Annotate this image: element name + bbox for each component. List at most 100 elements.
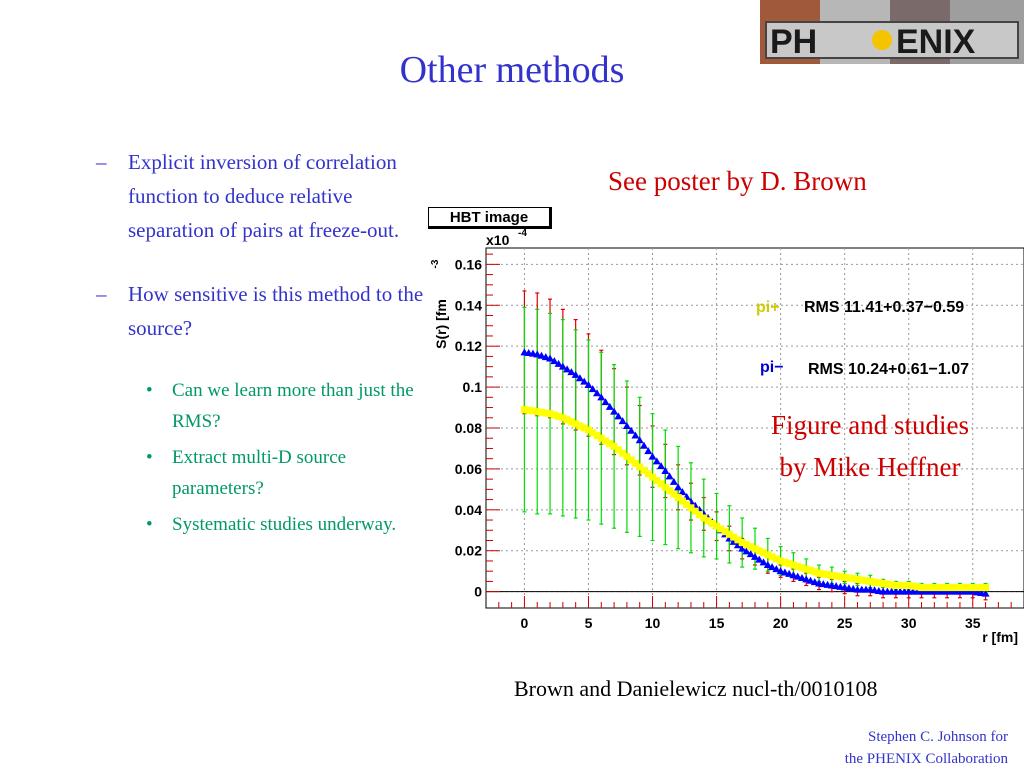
data-point-pi-plus: [580, 424, 588, 432]
data-point-pi-plus: [670, 490, 678, 498]
data-point-pi-plus: [802, 565, 810, 573]
footer-line2: the PHENIX Collaboration: [844, 751, 1008, 767]
data-point-pi-plus: [858, 576, 866, 584]
data-point-pi-plus: [811, 568, 819, 576]
data-point-pi-plus: [828, 571, 836, 579]
data-point-pi-plus: [935, 584, 943, 592]
data-point-pi-plus: [691, 507, 699, 515]
data-point-pi-plus: [922, 584, 930, 592]
data-point-pi-plus: [918, 584, 926, 592]
data-point-pi-plus: [666, 487, 674, 495]
data-point-pi-plus: [542, 409, 550, 417]
bullet-list: – Explicit inversion of correlation funct…: [96, 145, 436, 545]
hbt-image-chart: 0 5 10 15 20 25 30 35 0 0.02 0.04 0.06 0.08 0.1 0.12 0.…: [430, 228, 1024, 645]
data-point-pi-minus: [755, 555, 764, 563]
data-point-pi-minus: [584, 381, 593, 389]
x-tick-label: 30: [901, 615, 917, 631]
footer: Stephen C. Johnson for the PHENIX Collab…: [760, 726, 1008, 770]
data-point-pi-plus: [853, 575, 861, 583]
data-point-pi-minus: [546, 354, 555, 362]
slide-title: Other methods: [399, 49, 625, 91]
data-point-pi-minus: [738, 544, 747, 552]
data-point-pi-minus: [733, 541, 742, 549]
data-point-pi-plus: [866, 577, 874, 585]
y-axis-label-exponent: -3: [430, 259, 441, 268]
data-point-pi-plus: [627, 456, 635, 464]
y-tick-label: 0.02: [455, 543, 482, 559]
svg-text:PH: PH: [770, 23, 817, 61]
data-point-pi-plus: [563, 416, 571, 424]
data-point-pi-plus: [631, 459, 639, 467]
data-point-pi-plus: [943, 584, 951, 592]
data-point-pi-plus: [700, 514, 708, 522]
data-point-pi-plus: [969, 584, 977, 592]
bullet-item: – How sensitive is this method to the sou…: [96, 282, 424, 340]
data-point-pi-plus: [704, 517, 712, 525]
y-multiplier-exponent: -4: [518, 228, 527, 239]
data-point-pi-minus: [742, 547, 751, 555]
data-point-pi-plus: [905, 582, 913, 589]
data-point-pi-plus: [520, 406, 528, 414]
data-point-pi-plus: [597, 434, 605, 442]
data-point-pi-plus: [695, 511, 703, 519]
data-point-pi-minus: [797, 574, 806, 581]
data-point-pi-minus: [674, 483, 683, 491]
data-point-pi-plus: [567, 418, 575, 426]
data-point-pi-minus: [575, 374, 584, 382]
data-point-pi-minus: [772, 565, 781, 573]
logo-sun-icon: [872, 30, 892, 50]
data-point-pi-minus: [669, 477, 678, 485]
figure-credit-line2: by Mike Heffner: [779, 452, 961, 482]
data-point-pi-minus: [563, 365, 572, 373]
data-point-pi-plus: [640, 466, 648, 474]
y-tick-label: 0.16: [455, 256, 482, 272]
phenix-logo: PH ENIX: [760, 0, 1024, 64]
data-point-pi-minus: [622, 421, 631, 429]
data-point-pi-minus: [558, 362, 567, 370]
data-point-pi-plus: [584, 426, 592, 434]
series-stat-pi-minus: RMS 10.24+0.61−1.07: [808, 361, 969, 378]
data-point-pi-minus: [678, 488, 687, 496]
data-point-pi-plus: [947, 584, 955, 592]
sub-bullet-text: Can we learn more than just the RMS?: [172, 380, 414, 432]
data-point-pi-minus: [746, 550, 755, 558]
data-point-pi-plus: [973, 584, 981, 592]
data-point-pi-plus: [525, 406, 533, 414]
sub-bullet-text: Extract multi-D source parameters?: [172, 447, 347, 499]
sub-bullet-item: • Systematic studies underway.: [146, 514, 397, 535]
data-point-pi-plus: [836, 573, 844, 581]
data-point-pi-plus: [644, 470, 652, 478]
data-point-pi-plus: [764, 551, 772, 559]
series-label-pi-plus: pi+: [756, 299, 780, 316]
y-tick-label: 0.06: [455, 461, 482, 477]
data-point-pi-minus: [593, 389, 602, 397]
data-point-pi-minus: [639, 441, 648, 449]
data-point-pi-plus: [546, 410, 554, 418]
data-point-pi-minus: [768, 563, 777, 571]
data-point-pi-plus: [896, 582, 904, 589]
y-tick-label: 0.12: [455, 338, 482, 354]
bullet-item: – Explicit inversion of correlation funct…: [96, 150, 400, 242]
data-point-pi-minus: [665, 472, 674, 480]
data-point-pi-minus: [763, 561, 772, 569]
figure-credit: Figure and studies by Mike Heffner: [730, 404, 1010, 488]
data-point-pi-plus: [717, 525, 725, 533]
data-point-pi-minus: [550, 357, 559, 365]
data-point-pi-plus: [538, 408, 546, 416]
footer-line1: Stephen C. Johnson for: [868, 729, 1008, 745]
data-point-pi-plus: [900, 582, 908, 589]
data-point-pi-minus: [567, 368, 576, 376]
data-point-pi-plus: [913, 583, 921, 591]
data-point-pi-plus: [819, 570, 827, 578]
y-tick-label: 0.14: [455, 297, 482, 313]
data-point-pi-minus: [627, 426, 636, 434]
reference-citation: Brown and Danielewicz nucl-th/0010108: [514, 676, 878, 701]
data-point-pi-minus: [780, 568, 789, 576]
chart-title: HBT image: [428, 207, 552, 229]
data-point-pi-minus: [652, 457, 661, 465]
x-tick-label: 35: [965, 615, 981, 631]
data-point-pi-plus: [798, 564, 806, 572]
data-point-pi-plus: [636, 463, 644, 471]
x-tick-label: 10: [645, 615, 661, 631]
data-point-pi-minus: [554, 359, 563, 367]
